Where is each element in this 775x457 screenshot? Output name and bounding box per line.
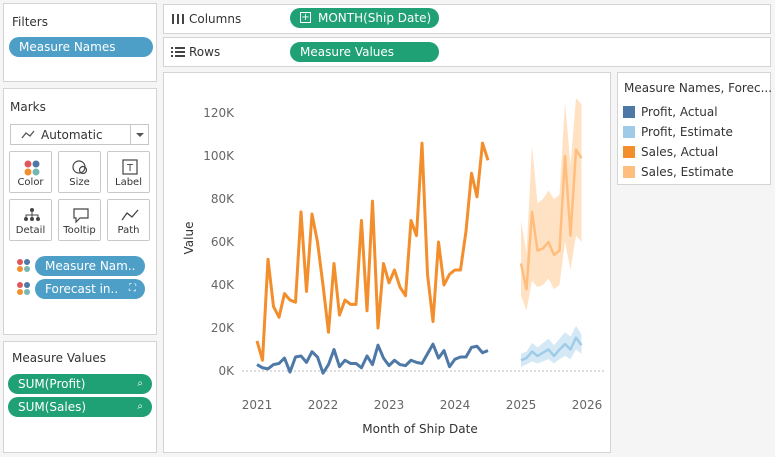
color-icon (24, 160, 40, 176)
measure-icon: ⌕ (137, 401, 143, 412)
tooltip-icon (73, 208, 89, 224)
x-tick-label: 2025 (506, 398, 537, 412)
sum-sales-label: SUM(Sales) (18, 400, 87, 414)
legend-swatch (623, 126, 635, 138)
path-button[interactable]: Path (107, 199, 150, 241)
columns-icon (172, 14, 184, 24)
color-legend: Measure Names, Forec... (617, 72, 773, 185)
x-axis-title: Month of Ship Date (362, 422, 477, 436)
y-axis-title: Value (182, 222, 196, 255)
legend-title: Measure Names, Forec... (624, 81, 773, 95)
series-line[interactable] (255, 141, 490, 362)
marks-title: Marks (10, 100, 46, 114)
svg-text:T: T (126, 163, 134, 174)
measure-values-title: Measure Values (12, 351, 107, 365)
measure-icon: ⌕ (137, 378, 143, 389)
y-tick-label: 60K (211, 235, 235, 249)
size-label: Size (69, 177, 90, 188)
mark-type-dropdown[interactable]: Automatic (10, 124, 149, 145)
forecast-band (521, 97, 582, 311)
chart-view: 0K 20K 40K 60K 80K 100K 120K 2021 2022 2023 2024 2… (163, 72, 611, 453)
legend-label: Profit, Estimate (641, 125, 733, 139)
x-tick-label: 2021 (242, 398, 273, 412)
tooltip-label: Tooltip (63, 225, 96, 236)
line-chart: 0K 20K 40K 60K 80K 100K 120K 2021 2022 2023 2024 2… (182, 97, 604, 436)
chevron-down-icon (130, 125, 148, 144)
filters-title: Filters (12, 15, 48, 29)
y-tick-label: 0K (218, 364, 235, 378)
y-tick-label: 100K (203, 149, 235, 163)
measure-names-filter-pill[interactable]: Measure Names (9, 37, 153, 57)
y-tick-label: 80K (211, 192, 235, 206)
detail-label: Detail (15, 225, 46, 236)
filters-card: Filters Measure Names (3, 3, 157, 82)
legend-label: Profit, Actual (641, 105, 718, 119)
legend-swatch (623, 146, 635, 158)
y-tick-label: 40K (211, 278, 235, 292)
legend-swatch (623, 166, 635, 178)
x-tick-label: 2024 (440, 398, 471, 412)
sum-sales-pill[interactable]: SUM(Sales) ⌕ (8, 397, 152, 417)
color-button[interactable]: Color (9, 151, 52, 193)
series-line[interactable] (520, 336, 583, 362)
detail-button[interactable]: Detail (9, 199, 52, 241)
x-tick-label: 2023 (374, 398, 405, 412)
rows-icon (171, 47, 185, 57)
measure-values-rows-pill[interactable]: Measure Values (290, 42, 439, 62)
color-label: Color (17, 177, 44, 188)
forecast-indicator-pill[interactable]: Forecast in.. ⛶ (35, 279, 145, 299)
series-line[interactable] (519, 148, 583, 291)
color-dots-icon (17, 259, 30, 272)
forecast-pill-label: Forecast in.. (45, 282, 119, 296)
sum-profit-label: SUM(Profit) (18, 377, 86, 391)
mark-type-label: Automatic (41, 128, 103, 142)
series-line[interactable] (256, 342, 489, 375)
forecast-band (521, 325, 582, 367)
month-ship-date-pill[interactable]: + MONTH(Ship Date) (290, 8, 439, 28)
size-button[interactable]: Size (58, 151, 101, 193)
text-label-icon: T (122, 159, 138, 175)
line-mark-icon (21, 130, 35, 139)
dimension-sort-icon: ⛶ (129, 283, 136, 294)
detail-icon (24, 208, 40, 221)
rows-label: Rows (189, 45, 221, 59)
size-icon (72, 160, 88, 175)
legend-label: Sales, Actual (641, 145, 719, 159)
label-button[interactable]: T Label (107, 151, 150, 193)
y-tick-label: 120K (203, 106, 235, 120)
month-ship-date-label: MONTH(Ship Date) (318, 11, 432, 25)
columns-shelf[interactable]: Columns (163, 4, 771, 34)
label-label: Label (115, 177, 142, 188)
path-label: Path (117, 225, 140, 236)
y-tick-label: 20K (211, 321, 235, 335)
legend-label: Sales, Estimate (641, 165, 734, 179)
sum-profit-pill[interactable]: SUM(Profit) ⌕ (8, 374, 152, 394)
legend-swatch (623, 106, 635, 118)
x-tick-label: 2026 (572, 398, 603, 412)
color-dots-icon (17, 282, 30, 295)
tooltip-button[interactable]: Tooltip (58, 199, 101, 241)
measure-names-color-pill[interactable]: Measure Nam.. (35, 256, 145, 276)
x-tick-label: 2022 (308, 398, 339, 412)
rows-shelf[interactable]: Rows (163, 37, 771, 67)
path-icon (121, 209, 139, 221)
columns-label: Columns (189, 12, 242, 26)
expand-icon: + (300, 12, 311, 23)
